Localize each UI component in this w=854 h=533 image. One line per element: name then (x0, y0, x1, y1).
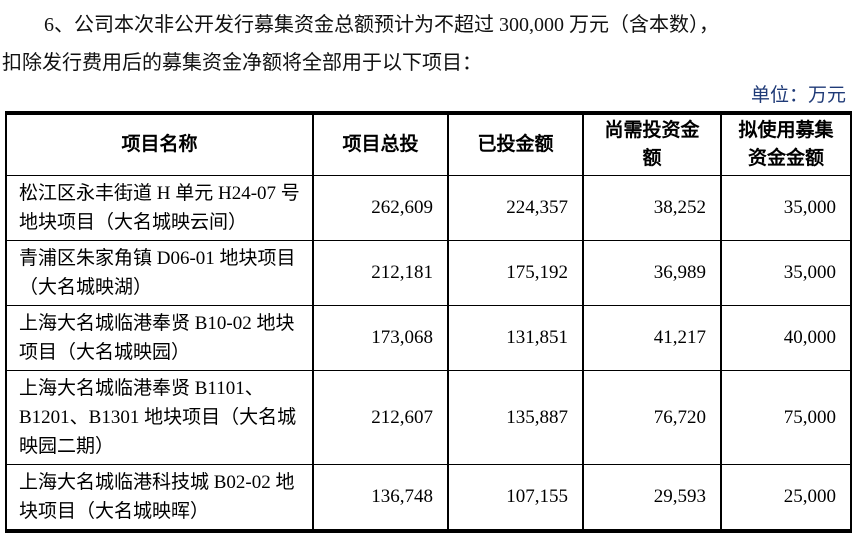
invested-amount-cell: 107,155 (447, 463, 584, 531)
remaining-investment-cell: 38,252 (582, 174, 722, 241)
intro-paragraph: 6、公司本次非公开发行募集资金总额预计为不超过 300,000 万元（含本数），… (0, 6, 854, 82)
total-investment-cell: 212,181 (312, 239, 449, 306)
table-row-project-5: 上海大名城临港科技城 B02-02 地块项目（大名城映晖） 136,748 10… (5, 463, 852, 531)
remaining-investment-cell: 36,989 (582, 239, 722, 306)
proposed-funds-cell: 40,000 (720, 304, 852, 371)
column-header-project-name: 项目名称 (5, 112, 314, 176)
invested-amount-cell: 175,192 (447, 239, 584, 306)
table-header-row: 项目名称 项目总投 已投金额 尚需投资金额 拟使用募集资金金额 (5, 112, 852, 176)
total-investment-cell: 262,609 (312, 174, 449, 241)
table-row-project-4: 上海大名城临港奉贤 B1101、B1201、B1301 地块项目（大名城映园二期… (5, 369, 852, 465)
project-name-cell: 青浦区朱家角镇 D06-01 地块项目（大名城映湖） (5, 239, 314, 306)
table-row-project-1: 松江区永丰街道 H 单元 H24-07 号地块项目（大名城映云间） 262,60… (5, 174, 852, 241)
unit-label: 单位：万元 (750, 85, 846, 106)
table-row-project-3: 上海大名城临港奉贤 B10-02 地块项目（大名城映园） 173,068 131… (5, 304, 852, 371)
invested-amount-cell: 224,357 (447, 174, 584, 241)
proposed-funds-cell: 25,000 (720, 463, 852, 531)
remaining-investment-cell: 76,720 (582, 369, 722, 465)
intro-paragraph-line-2: 扣除发行费用后的募集资金净额将全部用于以下项目： (2, 52, 482, 74)
project-name-cell: 上海大名城临港奉贤 B1101、B1201、B1301 地块项目（大名城映园二期… (5, 369, 314, 465)
project-name-cell: 上海大名城临港奉贤 B10-02 地块项目（大名城映园） (5, 304, 314, 371)
proposed-funds-cell: 35,000 (720, 174, 852, 241)
invested-amount-cell: 131,851 (447, 304, 584, 371)
proposed-funds-cell: 75,000 (720, 369, 852, 465)
total-investment-cell: 136,748 (312, 463, 449, 531)
fundraising-projects-table: 项目名称 项目总投 已投金额 尚需投资金额 拟使用募集资金金额 松江区永丰街道 … (5, 111, 852, 533)
project-name-cell: 上海大名城临港科技城 B02-02 地块项目（大名城映晖） (5, 463, 314, 531)
column-header-invested-amount: 已投金额 (447, 112, 584, 176)
proposed-funds-cell: 35,000 (720, 239, 852, 306)
column-header-total-investment: 项目总投 (312, 112, 449, 176)
intro-paragraph-line-1: 6、公司本次非公开发行募集资金总额预计为不超过 300,000 万元（含本数）， (44, 14, 719, 36)
project-name-cell: 松江区永丰街道 H 单元 H24-07 号地块项目（大名城映云间） (5, 174, 314, 241)
table-row-project-2: 青浦区朱家角镇 D06-01 地块项目（大名城映湖） 212,181 175,1… (5, 239, 852, 306)
invested-amount-cell: 135,887 (447, 369, 584, 465)
column-header-remaining-investment: 尚需投资金额 (582, 112, 722, 176)
remaining-investment-cell: 41,217 (582, 304, 722, 371)
total-investment-cell: 173,068 (312, 304, 449, 371)
total-investment-cell: 212,607 (312, 369, 449, 465)
column-header-proposed-funds: 拟使用募集资金金额 (720, 112, 852, 176)
remaining-investment-cell: 29,593 (582, 463, 722, 531)
